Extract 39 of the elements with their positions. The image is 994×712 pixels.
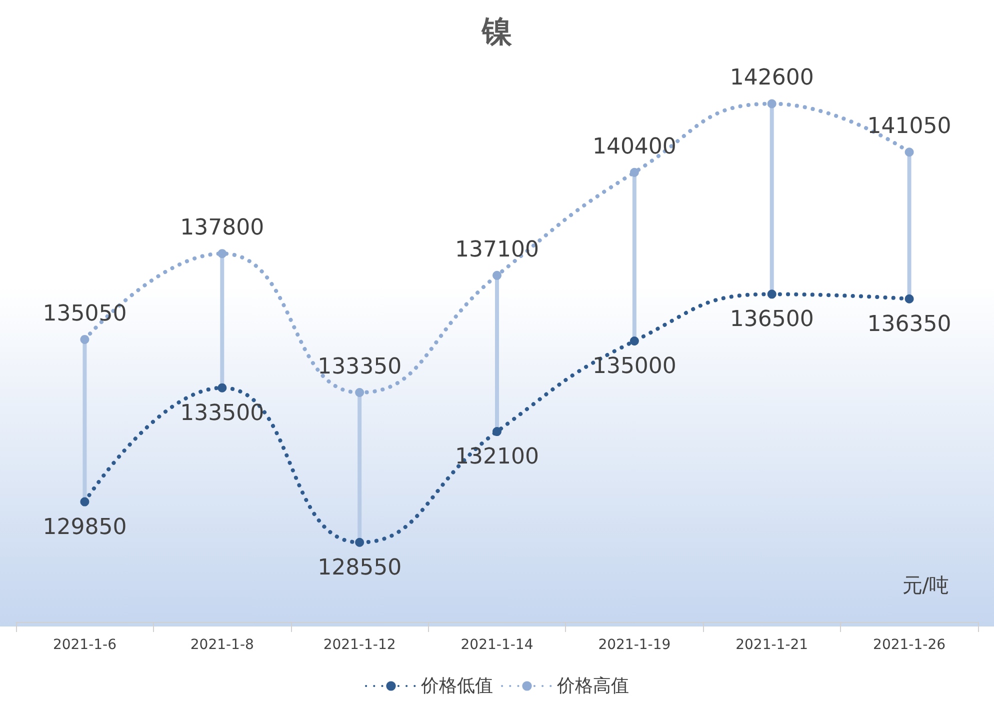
data-label: 136350 <box>867 312 952 337</box>
x-tick-label: 2021-1-21 <box>736 637 808 653</box>
x-tick-label: 2021-1-14 <box>460 637 534 653</box>
data-label: 137800 <box>180 216 264 241</box>
point <box>355 388 364 398</box>
point <box>492 427 502 436</box>
text: 元/吨 <box>902 573 950 597</box>
data-label: 140400 <box>592 134 676 160</box>
data-label: 141050 <box>867 114 952 140</box>
point <box>904 294 914 304</box>
x-tick-label: 2021-1-6 <box>52 637 117 653</box>
point <box>767 290 776 299</box>
point <box>80 334 90 344</box>
x-tick-label: 2021-1-8 <box>190 637 254 653</box>
point <box>492 270 502 280</box>
chart-title: 镍 <box>481 14 513 50</box>
x-tick-label: 2021-1-26 <box>873 637 946 653</box>
legend-label: 价格高值 <box>556 676 629 696</box>
point <box>218 249 227 258</box>
data-label: 133500 <box>180 400 264 426</box>
data-label: 129850 <box>42 514 127 540</box>
point <box>218 383 227 392</box>
x-tick-label: 2021-1-12 <box>323 637 396 653</box>
data-label: 132100 <box>455 444 539 470</box>
point <box>355 538 364 547</box>
point <box>904 148 914 157</box>
point <box>630 336 639 346</box>
data-label: 128550 <box>318 555 402 580</box>
x-tick-label: 2021-1-19 <box>598 637 671 653</box>
data-label: 135050 <box>42 301 127 326</box>
point <box>767 99 776 108</box>
legend-label: 价格低值 <box>420 676 493 696</box>
point <box>630 168 639 177</box>
data-label: 137100 <box>455 237 539 262</box>
data-label: 135000 <box>592 354 676 379</box>
point <box>80 497 90 506</box>
data-label: 136500 <box>730 307 814 332</box>
data-label: 142600 <box>730 66 814 91</box>
data-label: 133350 <box>318 354 402 380</box>
